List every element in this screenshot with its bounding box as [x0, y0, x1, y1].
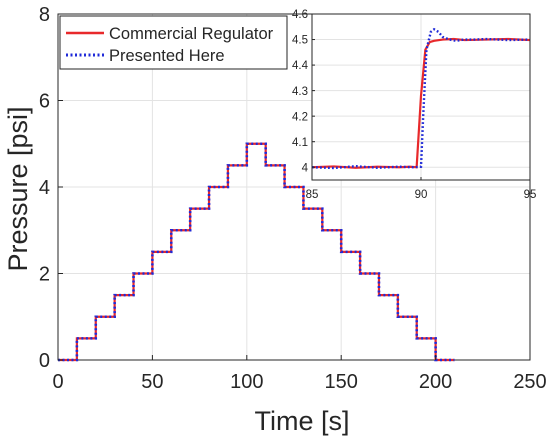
- y-axis-label: Pressure [psi]: [3, 106, 33, 271]
- main-x-tick-label: 250: [513, 371, 546, 393]
- inset-x-tick-label: 95: [524, 189, 537, 201]
- inset-y-tick-label: 4.6: [292, 9, 308, 21]
- main-y-tick-label: 6: [39, 91, 50, 113]
- main-y-tick-label: 2: [39, 264, 50, 286]
- inset-series-group: [311, 27, 531, 170]
- inset-series-presented: [311, 27, 531, 170]
- inset-y-ticks: 4 4.1 4.2 4.3 4.4 4.5 4.6: [292, 9, 315, 174]
- legend: Commercial Regulator Presented Here: [59, 15, 288, 70]
- legend-label-commercial: Commercial Regulator: [109, 25, 274, 43]
- main-x-tick-label: 150: [325, 371, 358, 393]
- inset-x-tick-label: 85: [306, 189, 319, 201]
- main-x-tick-label: 100: [230, 371, 263, 393]
- inset-y-tick-label: 4.2: [292, 111, 308, 123]
- main-y-tick-label: 8: [39, 4, 50, 26]
- inset-y-tick-label: 4.1: [292, 137, 308, 149]
- inset-x-ticks: 85 90 95: [306, 177, 537, 201]
- inset-y-tick-label: 4.4: [292, 60, 309, 72]
- inset-y-tick-label: 4: [302, 162, 309, 174]
- inset-series-commercial: [311, 37, 531, 169]
- inset-x-tick-label: 90: [415, 189, 428, 201]
- main-x-ticks: 0 50 100 150 200 250: [52, 355, 547, 393]
- main-x-tick-label: 0: [52, 371, 63, 393]
- main-y-tick-label: 4: [39, 177, 50, 199]
- inset-y-tick-label: 4.3: [292, 86, 308, 98]
- main-y-tick-label: 0: [39, 350, 50, 372]
- main-y-ticks: 0 2 4 6 8: [39, 4, 63, 372]
- x-axis-label: Time [s]: [254, 406, 349, 436]
- main-series-presented: [58, 142, 455, 362]
- main-x-tick-label: 200: [419, 371, 452, 393]
- legend-box: [59, 15, 288, 70]
- inset-y-tick-label: 4.5: [292, 35, 308, 47]
- main-x-tick-label: 50: [141, 371, 163, 393]
- legend-label-presented: Presented Here: [109, 47, 225, 65]
- main-series-group: [58, 142, 455, 362]
